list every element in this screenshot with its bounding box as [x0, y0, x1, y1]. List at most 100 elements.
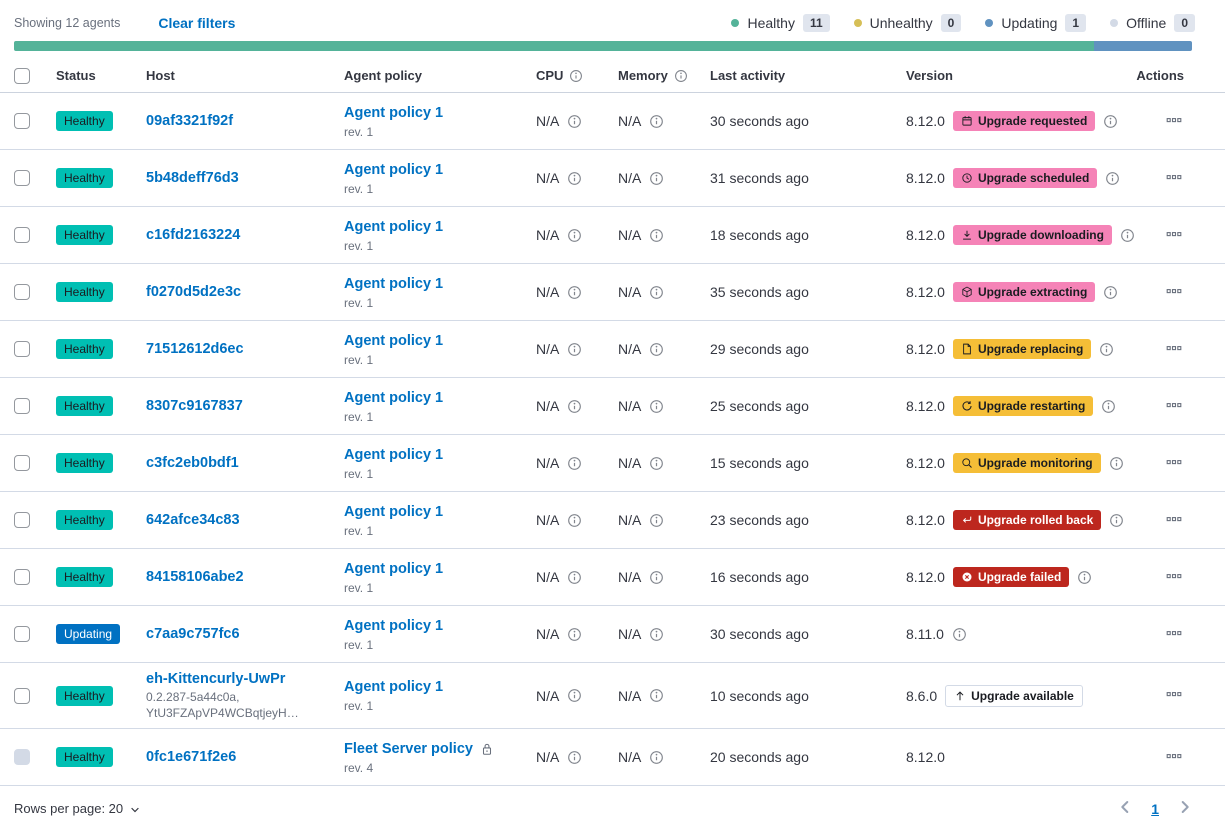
agent-policy-link[interactable]: Fleet Server policy — [344, 740, 473, 757]
row-actions-button[interactable] — [1164, 167, 1184, 190]
cpu-info-icon[interactable] — [567, 456, 582, 471]
upgrade-status-badge: Upgrade available — [945, 684, 1083, 707]
select-all-checkbox[interactable] — [14, 67, 30, 84]
row-checkbox[interactable] — [14, 227, 30, 243]
cpu-info-icon[interactable] — [567, 399, 582, 414]
last-activity: 31 seconds ago — [710, 170, 809, 186]
cpu-info-icon[interactable] — [567, 342, 582, 357]
next-page-button[interactable] — [1177, 799, 1193, 818]
agent-policy-link[interactable]: Agent policy 1 — [344, 617, 444, 634]
cpu-info-icon[interactable] — [567, 513, 582, 528]
host-link[interactable]: 642afce34c83 — [146, 511, 240, 528]
host-link[interactable]: 8307c9167837 — [146, 397, 243, 414]
upgrade-info-icon[interactable] — [1103, 114, 1118, 129]
host-link[interactable]: 84158106abe2 — [146, 568, 244, 585]
memory-info-icon[interactable] — [649, 285, 664, 300]
row-actions-button[interactable] — [1164, 684, 1184, 707]
cpu-info-icon[interactable] — [567, 285, 582, 300]
agent-policy-link[interactable]: Agent policy 1 — [344, 446, 444, 463]
clear-filters-link[interactable]: Clear filters — [158, 15, 236, 31]
cpu-info-icon[interactable] — [567, 228, 582, 243]
upgrade-info-icon[interactable] — [1120, 228, 1135, 243]
cpu-info-icon[interactable] — [567, 114, 582, 129]
offline-dot-icon — [1110, 19, 1119, 27]
agent-policy-link[interactable]: Agent policy 1 — [344, 560, 444, 577]
host-link[interactable]: 71512612d6ec — [146, 340, 244, 357]
row-actions-button[interactable] — [1164, 281, 1184, 304]
cpu-info-icon[interactable] — [567, 627, 582, 642]
row-actions-button[interactable] — [1164, 338, 1184, 361]
agent-policy-link[interactable]: Agent policy 1 — [344, 389, 444, 406]
row-checkbox[interactable] — [14, 284, 30, 300]
agent-policy-link[interactable]: Agent policy 1 — [344, 275, 444, 292]
upgrade-info-icon[interactable] — [1099, 342, 1114, 357]
upgrade-info-icon[interactable] — [1109, 513, 1124, 528]
row-actions-button[interactable] — [1164, 110, 1184, 133]
upgrade-info-icon[interactable] — [1105, 171, 1120, 186]
row-actions-button[interactable] — [1164, 224, 1184, 247]
row-checkbox[interactable] — [14, 398, 30, 414]
cpu-info-icon[interactable] — [567, 750, 582, 765]
host-link[interactable]: c3fc2eb0bdf1 — [146, 454, 239, 471]
host-link[interactable]: c7aa9c757fc6 — [146, 625, 240, 642]
row-actions-button[interactable] — [1164, 452, 1184, 475]
memory-info-icon[interactable] — [649, 114, 664, 129]
memory-info-icon[interactable] — [649, 228, 664, 243]
upgrade-info-icon[interactable] — [1077, 570, 1092, 585]
host-link[interactable]: 0fc1e671f2e6 — [146, 748, 237, 765]
row-checkbox[interactable] — [14, 341, 30, 357]
memory-info-icon[interactable] — [649, 570, 664, 585]
row-checkbox[interactable] — [14, 512, 30, 528]
status-count-badge: 0 — [940, 14, 962, 32]
host-link[interactable]: 09af3321f92f — [146, 112, 234, 129]
previous-page-button[interactable] — [1117, 799, 1133, 818]
agent-policy-link[interactable]: Agent policy 1 — [344, 218, 444, 235]
memory-info-icon[interactable] — [649, 399, 664, 414]
row-actions-button[interactable] — [1164, 623, 1184, 646]
upgrade-info-icon[interactable] — [1101, 399, 1116, 414]
boxes-horizontal-icon — [1166, 112, 1182, 131]
upgrade-info-icon[interactable] — [952, 627, 967, 642]
memory-info-icon[interactable] — [649, 750, 664, 765]
row-checkbox[interactable] — [14, 687, 30, 704]
agent-policy-link[interactable]: Agent policy 1 — [344, 104, 444, 121]
host-link[interactable]: eh-Kittencurly-UwPr — [146, 671, 286, 687]
host-link[interactable]: f0270d5d2e3c — [146, 283, 242, 300]
memory-info-icon[interactable] — [649, 513, 664, 528]
rows-per-page-button[interactable]: Rows per page: 20 — [14, 801, 141, 816]
row-actions-button[interactable] — [1164, 395, 1184, 418]
row-actions-button[interactable] — [1164, 509, 1184, 532]
cpu-info-icon[interactable] — [567, 570, 582, 585]
upgrade-info-icon[interactable] — [1103, 285, 1118, 300]
memory-info-icon[interactable] — [649, 627, 664, 642]
row-checkbox[interactable] — [14, 455, 30, 471]
agent-version: 8.12.0 — [906, 569, 945, 585]
host-link[interactable]: 5b48deff76d3 — [146, 169, 239, 186]
upgrade-info-icon[interactable] — [1109, 456, 1124, 471]
agent-policy-link[interactable]: Agent policy 1 — [344, 679, 444, 695]
row-checkbox[interactable] — [14, 113, 30, 129]
boxes-horizontal-icon — [1166, 568, 1182, 587]
cpu-info-icon[interactable] — [569, 69, 583, 83]
memory-info-icon[interactable] — [674, 69, 688, 83]
memory-info-icon[interactable] — [649, 171, 664, 186]
agent-policy-link[interactable]: Agent policy 1 — [344, 503, 444, 520]
agent-policy-link[interactable]: Agent policy 1 — [344, 332, 444, 349]
status-badge: Updating — [56, 624, 121, 644]
memory-info-icon[interactable] — [649, 342, 664, 357]
row-checkbox[interactable] — [14, 626, 30, 642]
row-checkbox[interactable] — [14, 170, 30, 186]
memory-value: N/A — [618, 227, 642, 243]
host-link[interactable]: c16fd2163224 — [146, 226, 241, 243]
page-1-button[interactable]: 1 — [1151, 800, 1159, 817]
memory-info-icon[interactable] — [649, 688, 664, 703]
cpu-info-icon[interactable] — [567, 688, 582, 703]
legend-label-unhealthy: Unhealthy — [869, 15, 933, 31]
row-actions-button[interactable] — [1164, 566, 1184, 589]
row-checkbox[interactable] — [14, 569, 30, 585]
legend-item: Updating 1 — [985, 14, 1087, 32]
row-actions-button[interactable] — [1164, 746, 1184, 769]
agent-policy-link[interactable]: Agent policy 1 — [344, 161, 444, 178]
memory-info-icon[interactable] — [649, 456, 664, 471]
cpu-info-icon[interactable] — [567, 171, 582, 186]
